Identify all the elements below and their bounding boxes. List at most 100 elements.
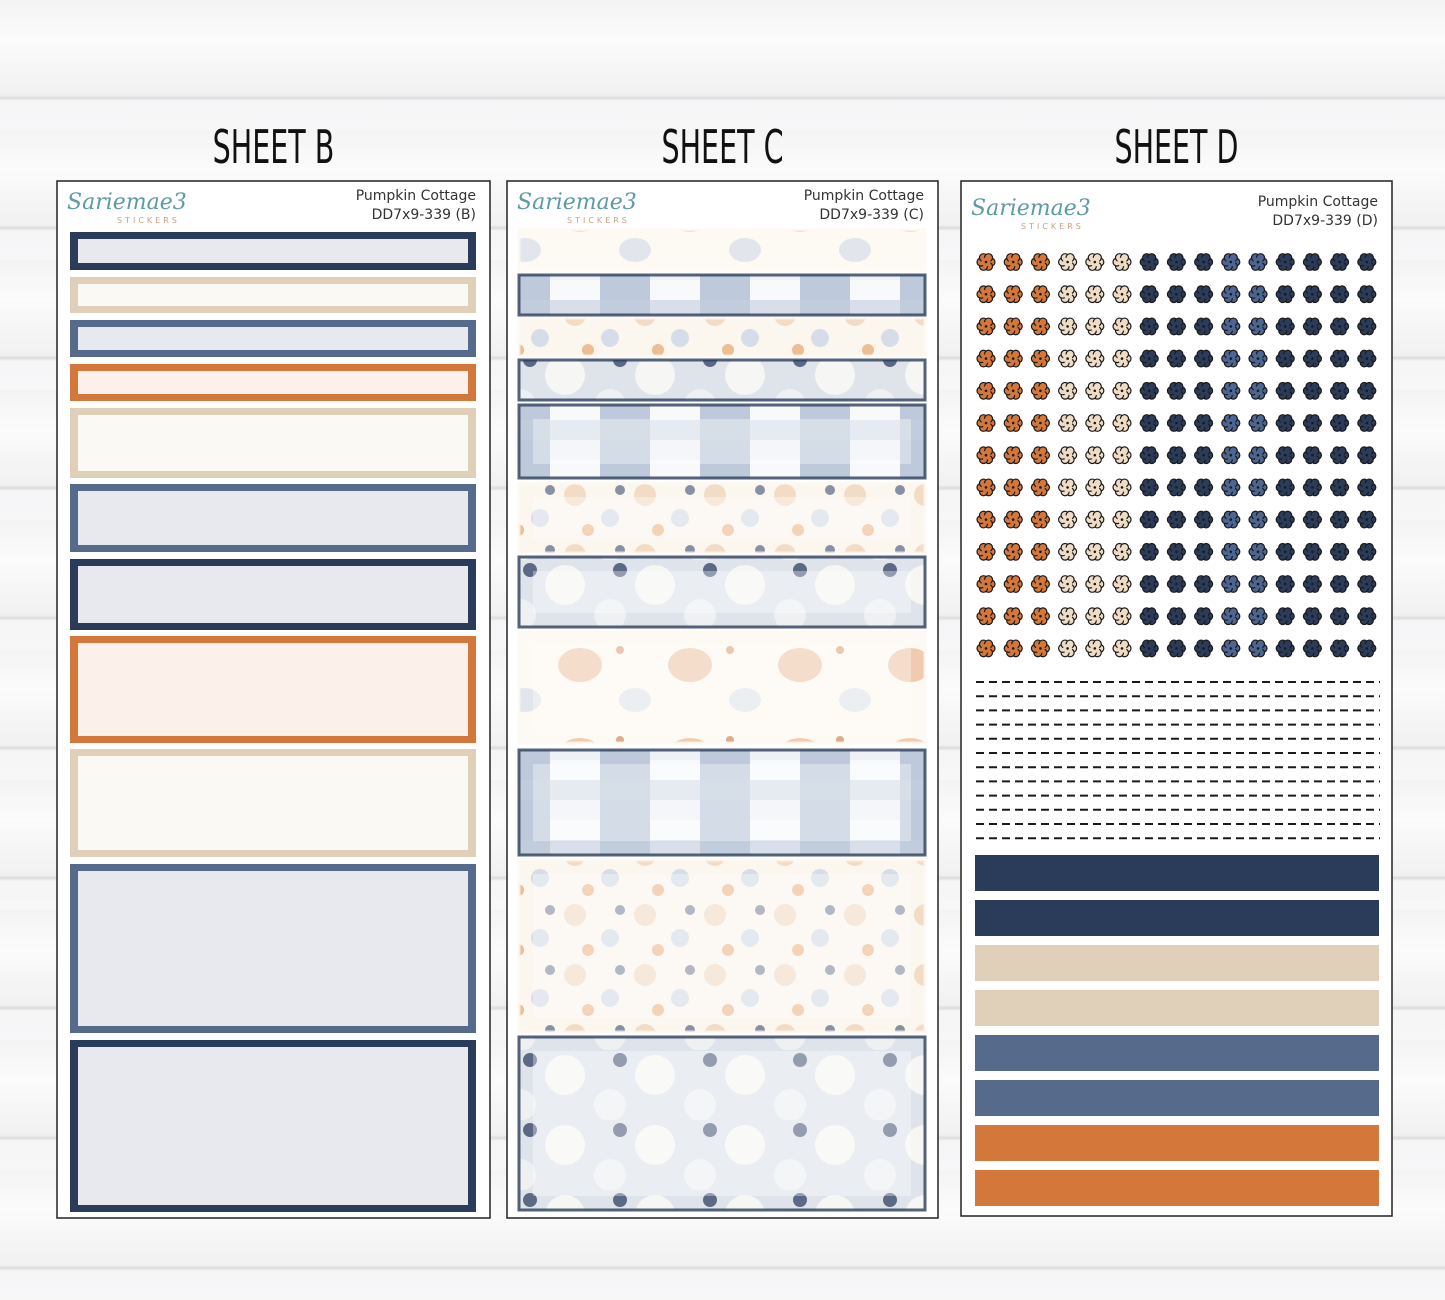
- sticker-box-inner: [78, 1047, 468, 1205]
- flower-dot: [1011, 582, 1015, 586]
- color-stripe: [975, 900, 1379, 936]
- sticker-box-frame: [517, 273, 927, 317]
- flower-sticker: [1166, 414, 1187, 432]
- flower-dot: [1229, 292, 1233, 296]
- flower-dot: [1256, 357, 1260, 360]
- flower-dot: [1202, 260, 1205, 264]
- flower-dot: [1338, 550, 1341, 554]
- flower-dot: [1311, 292, 1314, 296]
- flower-dot: [1256, 421, 1260, 425]
- flower-sticker: [1139, 639, 1159, 658]
- color-stripe: [975, 1170, 1379, 1206]
- flower-sticker: [1329, 510, 1350, 529]
- flower-sticker: [1329, 607, 1350, 626]
- flower-dot: [1311, 453, 1314, 457]
- flower-sticker: [1003, 510, 1023, 529]
- flower-dot: [1283, 647, 1287, 650]
- flower-dot: [1011, 292, 1015, 296]
- flower-dot: [1147, 614, 1151, 618]
- flower-dot: [1147, 292, 1151, 296]
- flower-sticker: [1112, 607, 1132, 626]
- flower-sticker: [1357, 381, 1377, 400]
- sticker-box: [519, 632, 925, 743]
- flower-sticker: [1275, 478, 1295, 497]
- flower-dot: [1039, 582, 1042, 586]
- flower-dot: [1283, 325, 1287, 328]
- flower-sticker: [976, 381, 996, 400]
- brand-subtitle: STICKERS: [1021, 222, 1084, 231]
- flower-sticker: [1329, 317, 1350, 336]
- flower-dot: [1283, 518, 1287, 521]
- flower-dot: [1202, 389, 1205, 393]
- flower-sticker: [1275, 414, 1295, 432]
- flower-sticker: [1166, 253, 1187, 271]
- flower-dot: [1175, 260, 1178, 264]
- product-code: DD7x9-339 (B): [372, 207, 476, 223]
- flower-sticker: [976, 639, 996, 658]
- brand-logo: Sariemae3: [971, 196, 1091, 221]
- flower-sticker: [1112, 381, 1132, 400]
- flower-sticker: [1030, 317, 1051, 336]
- flower-dot: [1256, 325, 1260, 328]
- flower-sticker: [1248, 575, 1268, 593]
- flower-dot: [984, 260, 988, 264]
- flower-dot: [984, 421, 988, 425]
- flower-sticker: [1275, 381, 1295, 400]
- flower-sticker: [1112, 639, 1132, 658]
- flower-sticker: [1057, 349, 1078, 368]
- flower-dot: [984, 357, 988, 360]
- flower-sticker: [1357, 317, 1377, 336]
- sticker-box: [519, 557, 925, 627]
- flower-sticker: [976, 285, 996, 304]
- flower-dot: [1338, 389, 1341, 393]
- flower-sticker: [1003, 349, 1023, 368]
- flower-dot: [1311, 582, 1314, 586]
- flower-dot: [1202, 647, 1205, 650]
- flower-dot: [1175, 389, 1178, 393]
- flower-dot: [1256, 453, 1260, 457]
- color-stripe: [975, 1080, 1379, 1116]
- flower-sticker: [1166, 575, 1187, 593]
- flower-dot: [1256, 550, 1260, 554]
- flower-sticker: [1030, 349, 1051, 368]
- flower-sticker: [1166, 285, 1187, 304]
- flower-sticker: [1302, 478, 1323, 497]
- flower-sticker: [1248, 542, 1268, 561]
- flower-dot: [1066, 582, 1069, 586]
- flower-dot: [1093, 325, 1097, 328]
- flower-sticker: [1057, 478, 1078, 497]
- flower-dot: [1066, 486, 1069, 489]
- sticker-box-frame: [517, 555, 927, 629]
- flower-dot: [1229, 421, 1233, 425]
- flower-dot: [1365, 260, 1369, 264]
- flower-sticker: [1112, 478, 1132, 497]
- flower-dot: [1175, 550, 1178, 554]
- flower-dot: [1093, 486, 1097, 489]
- flower-sticker: [1057, 381, 1078, 400]
- flower-dot: [1283, 357, 1287, 360]
- flower-dot: [1202, 325, 1205, 328]
- flower-dot: [1093, 260, 1097, 264]
- flower-dot: [1338, 486, 1341, 489]
- flower-sticker: [1030, 575, 1051, 593]
- flower-sticker: [1302, 349, 1323, 368]
- flower-dot: [984, 292, 988, 296]
- flower-sticker: [1221, 510, 1241, 529]
- flower-sticker: [1302, 639, 1323, 658]
- flower-sticker: [1248, 349, 1268, 368]
- flower-dot: [1147, 647, 1151, 650]
- flower-sticker: [1221, 285, 1241, 304]
- flower-sticker: [1003, 639, 1023, 658]
- flower-dot: [1202, 614, 1205, 618]
- flower-dot: [1283, 292, 1287, 296]
- flower-dot: [1365, 421, 1369, 425]
- flower-dot: [1066, 518, 1069, 521]
- flower-sticker: [1357, 607, 1377, 626]
- flower-sticker: [1003, 446, 1023, 465]
- flower-sticker: [1329, 285, 1350, 304]
- flower-sticker: [1003, 253, 1023, 271]
- sticker-box-frame: [517, 316, 927, 358]
- writing-area: [533, 497, 911, 539]
- flower-sticker: [1302, 542, 1323, 561]
- flower-dot: [1011, 389, 1015, 393]
